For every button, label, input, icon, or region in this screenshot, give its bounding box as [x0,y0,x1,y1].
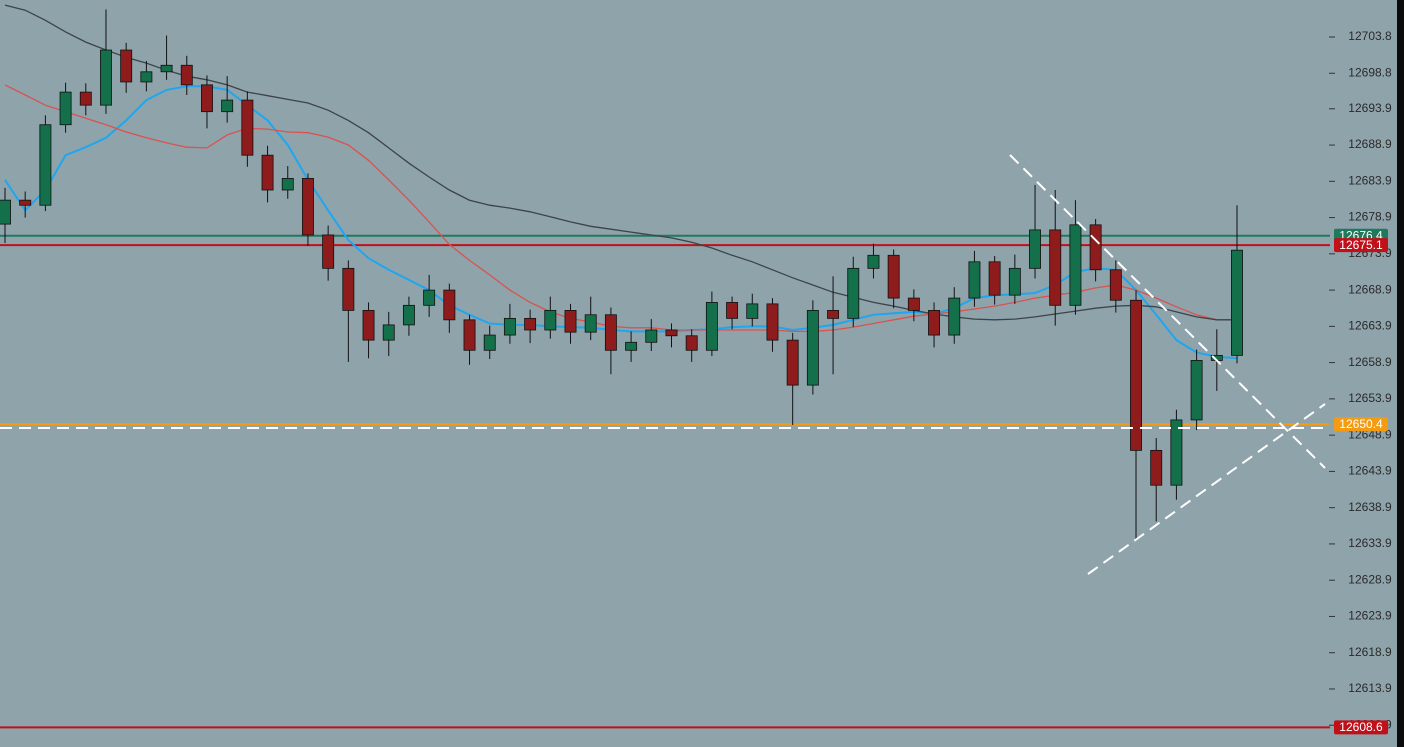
trend-lines [0,154,1330,575]
candle-body [342,267,355,311]
candle-body [544,310,557,331]
candle-body [301,178,314,236]
y-tick-label: 12688.9 [1348,137,1392,151]
candle-body [827,310,840,319]
candle-body [726,302,739,319]
candle-body [241,99,254,156]
y-tick-label: 12618.9 [1348,645,1392,659]
y-tick-label: 12703.8 [1348,29,1392,43]
candle-body [645,329,658,343]
candle-body [746,303,759,319]
y-tick-label: 12643.9 [1348,464,1392,478]
right-border [1397,0,1404,747]
price-level-label: 12675.1 [1339,238,1383,252]
candle-body [948,297,961,336]
y-tick-label: 12658.9 [1348,355,1392,369]
candle-body [887,254,900,299]
candle-body [79,91,92,106]
candle-body [1029,229,1041,269]
candle-body [0,199,11,225]
y-tick-label: 12638.9 [1348,500,1392,514]
moving-average-line [4,4,1237,321]
y-tick-label: 12653.9 [1348,391,1392,405]
trend-line-up [1087,403,1326,575]
price-level-label: 12650.4 [1339,417,1383,431]
candle-body [786,339,799,386]
candle-body [120,49,133,83]
candle-body [1150,449,1163,486]
candle-body [19,199,32,206]
moving-average-line [4,84,1237,333]
trend-line-down [1009,154,1326,469]
candle-body [928,310,941,336]
y-tick-label: 12668.9 [1348,282,1392,296]
y-tick-label: 12693.9 [1348,101,1392,115]
candle-body [1049,229,1062,306]
candle-body [625,341,638,351]
price-level-tag [1334,417,1388,432]
price-level-tag [1334,720,1388,735]
candle-body [322,234,335,269]
candle-body [362,310,375,341]
candle-body [423,289,436,306]
y-tick-label: 12613.9 [1348,681,1392,695]
price-level-tag [1334,238,1388,253]
candles [0,9,1243,541]
candle-body [59,91,72,126]
candle-body [1069,224,1082,306]
candle-body [988,261,1001,296]
candle-body [160,64,173,73]
candle-body [685,335,698,351]
candle-body [806,310,819,386]
y-tick-label: 12698.8 [1348,65,1392,79]
y-tick-label: 12678.9 [1348,210,1392,224]
candle-body [483,334,496,351]
levels [0,234,1330,729]
candle-body [847,267,860,319]
candle-body [221,99,234,113]
candle-body [766,303,779,341]
candle-body [1130,299,1142,451]
candle-body [867,254,880,269]
candle-body [39,124,52,206]
y-tick-label: 12623.9 [1348,609,1392,623]
candle-body [1109,269,1122,301]
price-axis: 12703.8 12698.8 12693.9 12688.9 12683.9 12678… [1329,29,1392,731]
candle-body [705,302,718,351]
y-tick-label: 12663.9 [1348,319,1392,333]
candle-body [1190,360,1203,421]
candle-body [584,314,597,333]
candle-body [443,289,456,321]
candle-body [968,261,981,299]
price-level-label: 12608.6 [1339,720,1383,734]
y-tick-label: 12633.9 [1348,536,1392,550]
candle-body [402,304,415,326]
candle-body [1089,224,1102,271]
candle-body [665,329,678,337]
candle-body [261,154,274,191]
candle-body [1231,249,1243,356]
candle-body [100,49,112,106]
candle-body [907,297,920,311]
candle-body [201,84,213,113]
candle-body [503,317,516,336]
y-tick-label: 12628.9 [1348,572,1392,586]
candle-body [1008,267,1021,296]
candle-body [140,71,153,83]
candle-body [524,317,537,331]
candle-body [1170,419,1183,486]
y-tick-label: 12683.9 [1348,173,1392,187]
candle-body [382,324,395,341]
candle-body [463,319,476,351]
candle-body [564,310,577,333]
candle-body [281,178,294,191]
candle-body [604,314,617,351]
candle-body [180,64,193,86]
